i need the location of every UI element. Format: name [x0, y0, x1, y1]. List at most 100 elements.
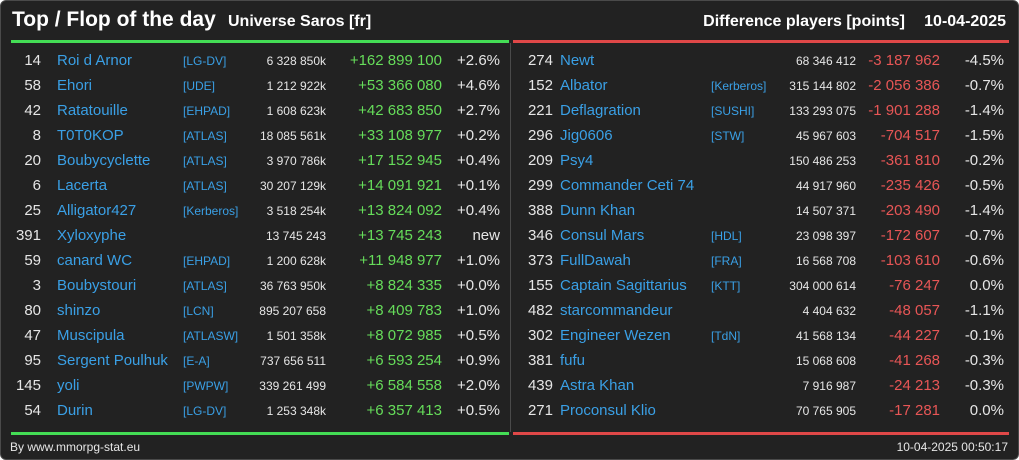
alliance-link[interactable]: [SUSHI] — [711, 104, 755, 118]
flop-player-row: 482 starcommandeur 4 404 632 -48 057 -1.1% — [511, 298, 1018, 323]
alliance-link[interactable]: [ATLAS] — [183, 279, 227, 293]
alliance-link[interactable]: [EHPAD] — [183, 254, 231, 268]
header-date: 10-04-2025 — [924, 13, 1006, 30]
alliance-link[interactable]: [FRA] — [711, 254, 742, 268]
alliance-link[interactable]: [ATLAS] — [183, 129, 227, 143]
player-name-link[interactable]: canard WC — [57, 252, 133, 269]
percent-change: +0.0% — [457, 277, 500, 294]
player-name-link[interactable]: Albator — [560, 77, 608, 94]
player-name-link[interactable]: Boubycyclette — [57, 152, 151, 169]
player-name-link[interactable]: Newt — [560, 52, 595, 69]
alliance-link[interactable]: [PWPW] — [183, 379, 229, 393]
player-name-link[interactable]: T0T0KOP — [57, 127, 124, 144]
player-name-link[interactable]: starcommandeur — [560, 302, 673, 319]
player-name-link[interactable]: Lacerta — [57, 177, 108, 194]
percent-change: +2.0% — [457, 377, 500, 394]
alliance-link[interactable]: [LG-DV] — [183, 404, 227, 418]
player-name-link[interactable]: yoli — [57, 377, 80, 394]
points-difference: +14 091 921 — [358, 177, 442, 194]
percent-change: +0.2% — [457, 127, 500, 144]
percent-change: -1.5% — [964, 127, 1004, 144]
alliance-link[interactable]: [E-A] — [183, 354, 210, 368]
player-name-link[interactable]: Jig0606 — [560, 127, 613, 144]
player-name-link[interactable]: Alligator427 — [57, 202, 137, 219]
alliance-link[interactable]: [LG-DV] — [183, 54, 227, 68]
player-rank: 152 — [527, 77, 553, 94]
top-player-row: 47 Muscipula [ATLASW] 1 501 358k +8 072 985 +… — [1, 323, 510, 348]
percent-change: 0.0% — [969, 402, 1004, 419]
player-name-link[interactable]: Commander Ceti 74 — [560, 177, 695, 194]
alliance-link[interactable]: [ATLAS] — [183, 179, 227, 193]
player-name-link[interactable]: Ratatouille — [57, 102, 128, 119]
flop-player-row: 296 Jig0606 [STW] 45 967 603 -704 517 -1.5% — [511, 123, 1018, 148]
player-rank: 58 — [24, 77, 41, 94]
player-name-link[interactable]: Engineer Wezen — [560, 327, 671, 344]
player-rank: 209 — [527, 152, 553, 169]
player-name-link[interactable]: Ehori — [57, 77, 93, 94]
player-rank: 271 — [527, 402, 553, 419]
player-name-link[interactable]: Durin — [57, 402, 93, 419]
player-points: 14 507 371 — [795, 204, 856, 218]
player-name-link[interactable]: fufu — [560, 352, 586, 369]
player-name-link[interactable]: Captain Sagittarius — [560, 277, 687, 294]
points-difference: +162 899 100 — [349, 52, 442, 69]
alliance-link[interactable]: [UDE] — [183, 79, 216, 93]
percent-change: +0.5% — [457, 402, 500, 419]
alliance-link[interactable]: [ATLASW] — [183, 329, 239, 343]
alliance-link[interactable]: [ATLAS] — [183, 154, 227, 168]
alliance-link[interactable]: [HDL] — [711, 229, 742, 243]
player-name-link[interactable]: Astra Khan — [560, 377, 635, 394]
player-rank: 302 — [527, 327, 553, 344]
player-name-link[interactable]: Boubystouri — [57, 277, 137, 294]
player-points: 36 763 950k — [259, 279, 326, 293]
player-points: 18 085 561k — [259, 129, 326, 143]
player-points: 45 967 603 — [795, 129, 856, 143]
player-points: 30 207 129k — [259, 179, 326, 193]
player-name-link[interactable]: shinzo — [57, 302, 101, 319]
player-name-link[interactable]: Psy4 — [560, 152, 594, 169]
player-rank: 145 — [15, 377, 41, 394]
alliance-link[interactable]: [LCN] — [183, 304, 214, 318]
alliance-link[interactable]: [EHPAD] — [183, 104, 231, 118]
player-rank: 482 — [527, 302, 553, 319]
player-name-link[interactable]: Deflagration — [560, 102, 641, 119]
points-difference: -2 056 386 — [868, 77, 940, 94]
points-difference: -24 213 — [889, 377, 940, 394]
alliance-link[interactable]: [KTT] — [711, 279, 741, 293]
player-name-link[interactable]: Sergent Poulhuk — [57, 352, 168, 369]
flop-player-row: 299 Commander Ceti 74 44 917 960 -235 426 -0… — [511, 173, 1018, 198]
flop-player-row: 271 Proconsul Klio 70 765 905 -17 281 0.0% — [511, 398, 1018, 423]
points-difference: +42 683 850 — [358, 102, 442, 119]
player-name-link[interactable]: Roi d Arnor — [57, 52, 133, 69]
top-player-row: 59 canard WC [EHPAD] 1 200 628k +11 948 977 +… — [1, 248, 510, 273]
alliance-link[interactable]: [STW] — [711, 129, 745, 143]
top-footer-rule — [11, 432, 509, 435]
player-name-link[interactable]: Proconsul Klio — [560, 402, 656, 419]
player-name-link[interactable]: Muscipula — [57, 327, 125, 344]
points-difference: -76 247 — [889, 277, 940, 294]
flop-players-list: 274 Newt 68 346 412 -3 187 962 -4.5% 152 Albat… — [511, 48, 1018, 423]
player-points: 339 261 499 — [259, 379, 326, 393]
player-rank: 274 — [527, 52, 553, 69]
points-difference: +53 366 080 — [358, 77, 442, 94]
alliance-link[interactable]: [TdN] — [711, 329, 741, 343]
player-points: 3 970 786k — [266, 154, 326, 168]
player-name-link[interactable]: Consul Mars — [560, 227, 645, 244]
top-player-row: 58 Ehori [UDE] 1 212 922k +53 366 080 +4.6% — [1, 73, 510, 98]
points-difference: -103 610 — [880, 252, 940, 269]
player-name-link[interactable]: Xyloxyphe — [57, 227, 127, 244]
player-points: 1 212 922k — [266, 79, 326, 93]
alliance-link[interactable]: [Kerberos] — [183, 204, 239, 218]
player-points: 1 200 628k — [266, 254, 326, 268]
difference-label: Difference players [points] — [703, 13, 905, 30]
player-name-link[interactable]: FullDawah — [560, 252, 631, 269]
page-title: Top / Flop of the day — [12, 8, 216, 31]
percent-change: +1.0% — [457, 252, 500, 269]
points-difference: +13 824 092 — [358, 202, 442, 219]
alliance-link[interactable]: [Kerberos] — [711, 79, 767, 93]
player-points: 4 404 632 — [802, 304, 856, 318]
player-name-link[interactable]: Dunn Khan — [560, 202, 636, 219]
top-player-row: 8 T0T0KOP [ATLAS] 18 085 561k +33 108 977 +0.… — [1, 123, 510, 148]
points-difference: -203 490 — [880, 202, 940, 219]
percent-change: +0.1% — [457, 177, 500, 194]
